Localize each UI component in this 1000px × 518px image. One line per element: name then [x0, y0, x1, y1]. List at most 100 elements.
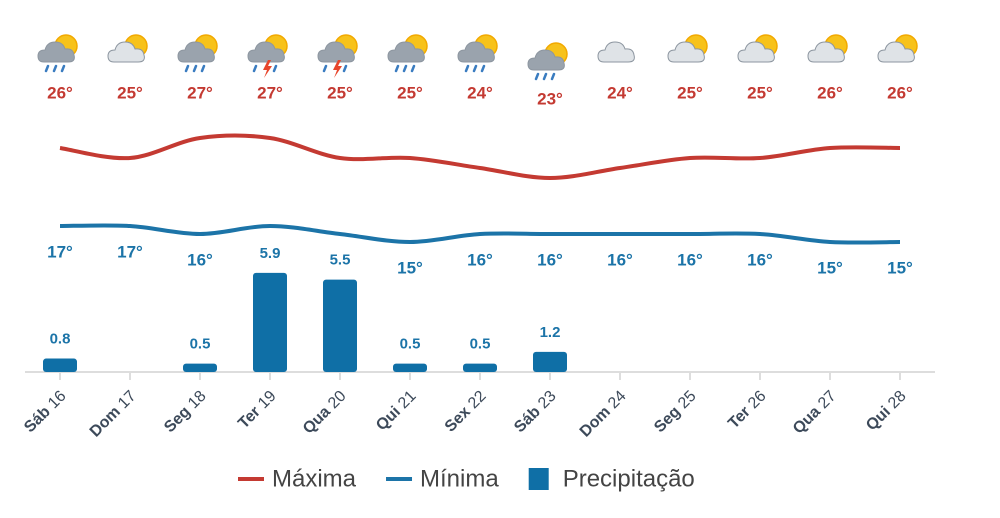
x-tick-label: Dom 24	[577, 388, 630, 441]
day: 19	[255, 388, 280, 413]
temp-label: 24°	[467, 83, 493, 102]
weather-icon	[387, 34, 428, 73]
temp-label: 16°	[747, 250, 773, 269]
x-tick-label: Dom 17	[87, 388, 140, 441]
weekday: Dom	[577, 404, 614, 441]
temp-label: 16°	[677, 250, 703, 269]
cloud	[457, 41, 495, 63]
drop	[44, 64, 50, 73]
temp-label: 16°	[467, 250, 493, 269]
temp-label: 16°	[187, 250, 213, 269]
x-tick-label: Sáb 16	[21, 388, 70, 437]
temp-label: 17°	[47, 242, 73, 261]
day: 24	[605, 388, 630, 413]
temp-label: 25°	[397, 83, 423, 102]
temp-label: 15°	[887, 258, 913, 277]
precip-label: 0.5	[400, 336, 421, 353]
drop	[192, 64, 198, 73]
drop	[322, 64, 328, 73]
cloud	[807, 41, 845, 63]
temp-label: 17°	[117, 242, 143, 261]
weather-icon	[737, 34, 778, 63]
drop	[402, 64, 408, 73]
precip-label: 5.9	[260, 245, 281, 262]
precip-label: 0.8	[50, 331, 71, 348]
drop	[342, 64, 348, 73]
temp-label: 26°	[887, 83, 913, 102]
precip-label: 0.5	[190, 336, 211, 353]
precip-label: 5.5	[330, 252, 351, 269]
cloud	[177, 41, 215, 63]
temp-label: 24°	[607, 83, 633, 102]
temp-label: 25°	[327, 83, 353, 102]
drop	[464, 64, 470, 73]
x-tick-label: Sex 22	[442, 388, 490, 436]
precip-bar	[323, 279, 357, 372]
x-tick-label: Seg 18	[161, 388, 210, 437]
weather-icon	[37, 34, 78, 73]
drop	[410, 64, 416, 73]
weekday: Seg	[161, 404, 194, 437]
drop	[472, 64, 478, 73]
weekday: Seg	[651, 404, 684, 437]
x-tick-label: Qui 21	[373, 388, 420, 435]
day: 23	[535, 388, 560, 413]
temp-label: 25°	[117, 83, 143, 102]
temp-label: 16°	[607, 250, 633, 269]
cloud	[877, 41, 915, 63]
day: 21	[395, 388, 420, 413]
weather-icon	[807, 34, 848, 63]
drop	[542, 72, 548, 81]
weekday: Sáb	[21, 403, 54, 436]
day: 18	[185, 388, 210, 413]
day: 26	[745, 388, 770, 413]
temp-label: 15°	[817, 258, 843, 277]
legend-label: Precipitação	[563, 465, 695, 492]
weekday: Qui	[863, 404, 894, 435]
x-tick-label: Ter 26	[725, 388, 770, 433]
weather-icon	[107, 34, 148, 63]
drop	[60, 64, 66, 73]
legend-label: Mínima	[420, 465, 499, 492]
precip-bar	[393, 363, 427, 372]
cloud	[597, 41, 635, 63]
cloud	[527, 49, 565, 71]
cloud	[107, 41, 145, 63]
drop	[272, 64, 278, 73]
weekday: Qui	[373, 404, 404, 435]
weather-icon	[597, 41, 635, 63]
day: 28	[885, 388, 910, 413]
bolt	[333, 60, 342, 78]
weekday: Sáb	[511, 403, 544, 436]
drop	[200, 64, 206, 73]
cloud	[247, 41, 285, 63]
precip-bar	[183, 363, 217, 372]
x-tick-label: Sáb 23	[511, 388, 560, 437]
weekday: Ter	[725, 404, 754, 433]
temp-label: 26°	[817, 83, 843, 102]
precip-bar	[253, 272, 287, 372]
weekday: Qua	[790, 403, 824, 437]
weekday: Ter	[235, 404, 264, 433]
temp-label: 25°	[677, 83, 703, 102]
x-tick-label: Qua 27	[790, 388, 840, 438]
weather-icon	[177, 34, 218, 73]
legend-label: Máxima	[272, 465, 357, 492]
day: 22	[465, 388, 490, 413]
temp-label: 27°	[257, 83, 283, 102]
x-tick-label: Qui 28	[863, 388, 910, 435]
weekday: Dom	[87, 404, 124, 441]
precip-label: 1.2	[540, 324, 561, 341]
weekday: Sex	[442, 403, 474, 435]
cloud	[317, 41, 355, 63]
x-tick-label: Qua 20	[300, 388, 350, 438]
weather-icon	[527, 42, 568, 81]
precip-bar	[533, 351, 567, 372]
drop	[252, 64, 258, 73]
drop	[184, 64, 190, 73]
x-tick-label: Seg 25	[651, 388, 700, 437]
temp-label: 16°	[537, 250, 563, 269]
cloud	[737, 41, 775, 63]
weather-icon	[457, 34, 498, 73]
day: 25	[675, 388, 700, 413]
